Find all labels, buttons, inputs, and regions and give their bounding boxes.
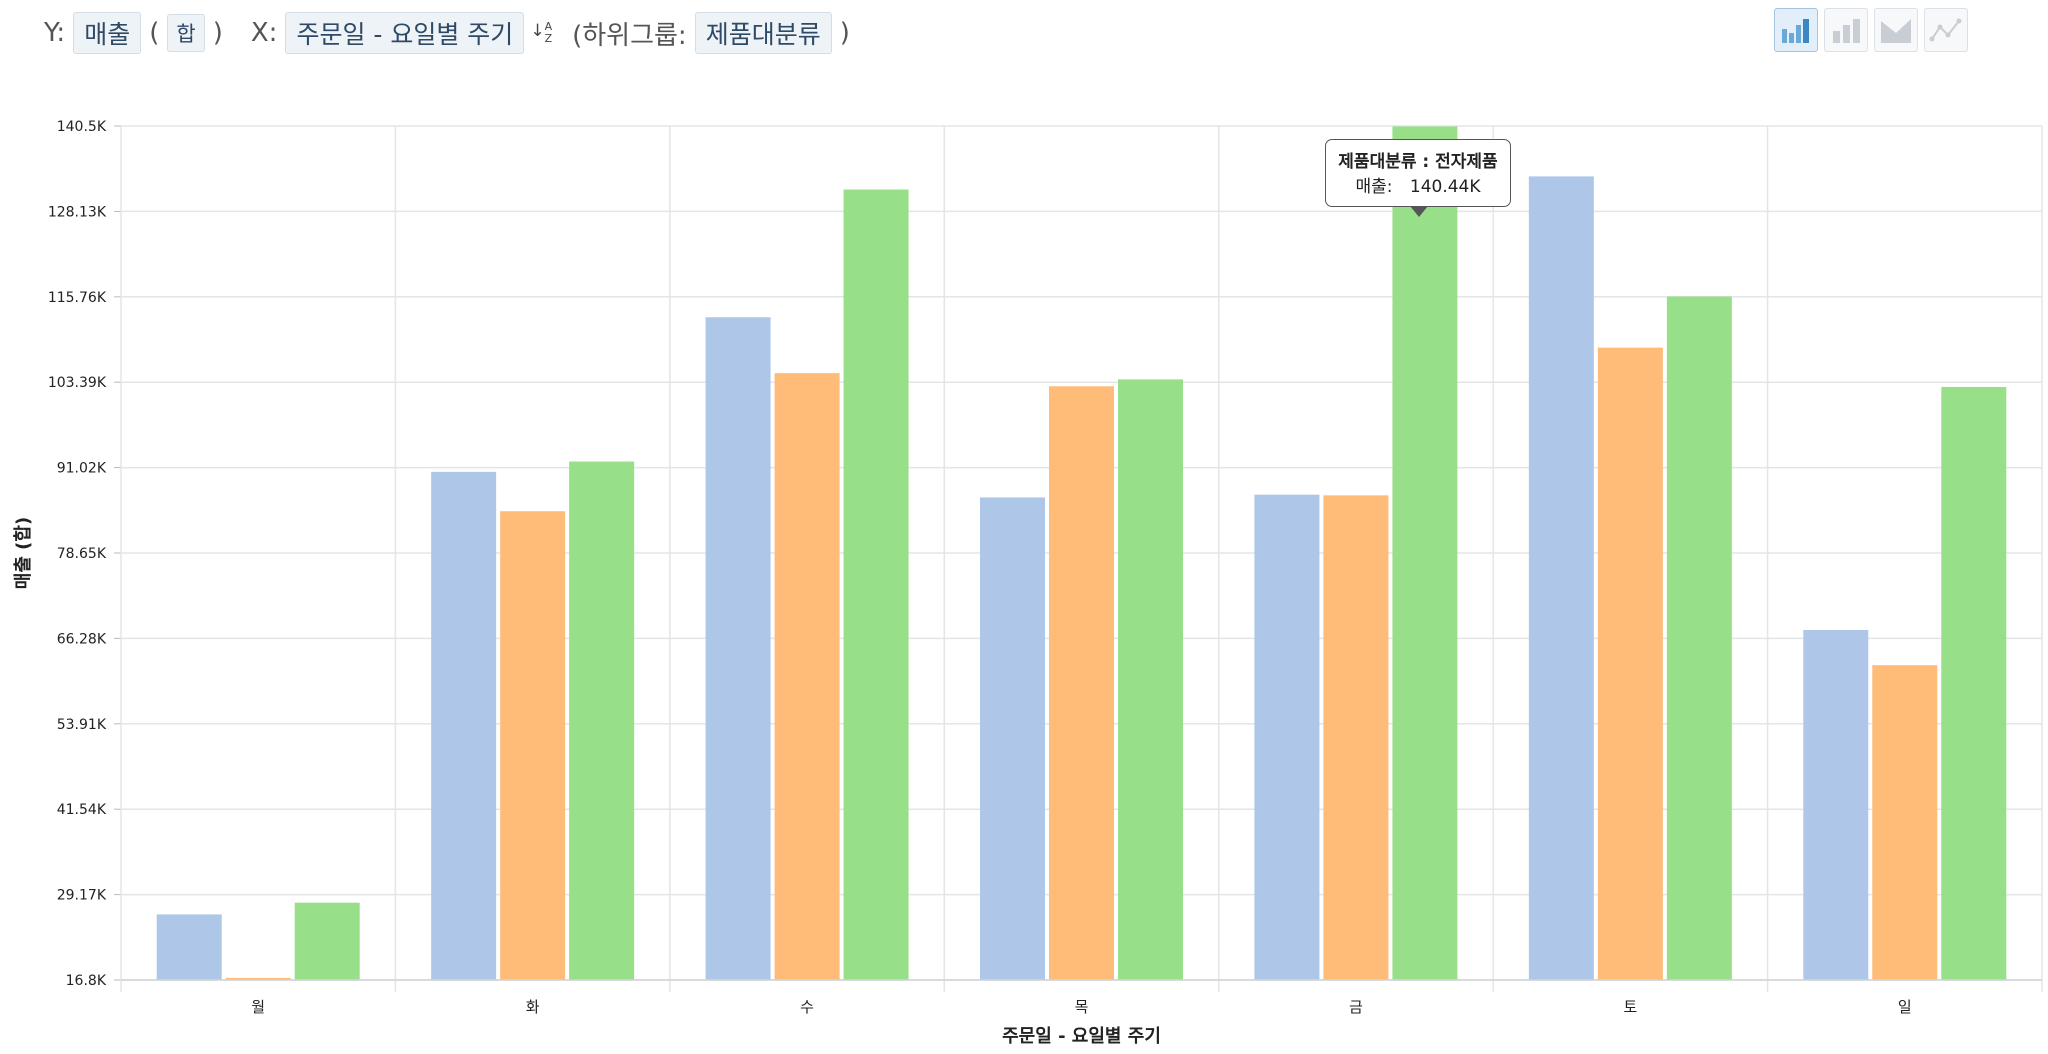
y-tick-label: 41.54K [57,802,107,818]
y-tick-label: 16.8K [66,973,107,989]
aggregate-chip[interactable]: 합 [167,14,205,52]
bar[interactable] [294,902,360,980]
bar[interactable] [431,471,497,980]
chart-type-line[interactable] [1924,8,1968,52]
y-tick-label: 128.13K [48,204,107,220]
bar[interactable] [1254,494,1320,980]
bar[interactable] [705,317,771,981]
y-axis-title: 매출 (합) [12,517,34,589]
tooltip-title: 제품대분류 : 전자제품 [1338,152,1498,172]
tooltip-label: 매출: [1355,177,1393,197]
bar[interactable] [843,189,909,980]
subgroup-label: (하위그룹: [572,20,687,51]
y-tick-label: 53.91K [57,717,107,733]
y-tick-label: 29.17K [57,888,107,904]
line-icon [1929,18,1962,42]
bar[interactable] [1872,665,1938,980]
y-axis-label: Y: [44,18,66,48]
y-tick-label: 140.5K [57,119,107,135]
bar-tooltip: 제품대분류 : 전자제품 매출: 140.44K [1325,139,1511,217]
y-tick-label: 103.39K [48,375,107,391]
x-field-chip[interactable]: 주문일 - 요일별 주기 [285,12,525,54]
area-icon [1881,19,1911,43]
bar[interactable] [156,914,222,980]
x-tick-label: 금 [1349,998,1363,1016]
chart-type-switcher [1774,8,1968,52]
bar[interactable] [1597,347,1663,981]
chart-type-area[interactable] [1874,8,1918,52]
tooltip-arrow [1410,206,1428,217]
x-tick-label: 수 [800,998,814,1016]
y-field-chip[interactable]: 매출 [73,12,142,54]
bar[interactable] [774,373,840,981]
bar[interactable] [1392,126,1458,980]
bar[interactable] [1666,296,1732,981]
x-tick-label: 화 [526,998,540,1016]
y-tick-label: 78.65K [57,546,107,562]
chart-type-grouped-bar[interactable] [1774,8,1818,52]
subgroup-paren-close: ) [839,18,850,48]
y-tick-label: 115.76K [48,290,107,306]
x-tick-label: 월 [251,998,265,1016]
x-axis-title: 주문일 - 요일별 주기 [1002,1026,1161,1047]
bar[interactable] [500,511,566,980]
x-tick-label: 토 [1623,998,1637,1016]
bar[interactable] [980,497,1045,980]
bar[interactable] [1803,629,1869,980]
chart-config-bar: Y: 매출 ( 합 ) X: 주문일 - 요일별 주기 ↓A Z (하위그룹: 제… [44,12,858,54]
y-tick-label: 66.28K [57,631,107,647]
bar[interactable] [569,461,635,980]
x-tick-label: 목 [1075,998,1089,1016]
bar[interactable] [1118,379,1183,980]
bar[interactable] [1049,386,1114,980]
stacked-bar-icon [1833,19,1860,43]
aggregate-paren-close: ) [212,18,223,48]
tooltip-value: 140.44K [1409,177,1481,197]
chart-type-stacked-bar[interactable] [1824,8,1868,52]
sort-alpha-icon[interactable]: ↓A Z [530,20,553,45]
bar[interactable] [1528,176,1594,981]
x-tick-label: 일 [1898,998,1912,1016]
bar[interactable] [225,977,291,980]
x-axis-label: X: [250,18,278,48]
bar[interactable] [1323,495,1389,980]
bar[interactable] [1941,386,2007,980]
aggregate-paren-open: ( [149,18,160,48]
grouped-bar-icon [1782,19,1809,43]
subgroup-field-chip[interactable]: 제품대분류 [694,12,832,54]
y-tick-label: 91.02K [57,461,107,477]
